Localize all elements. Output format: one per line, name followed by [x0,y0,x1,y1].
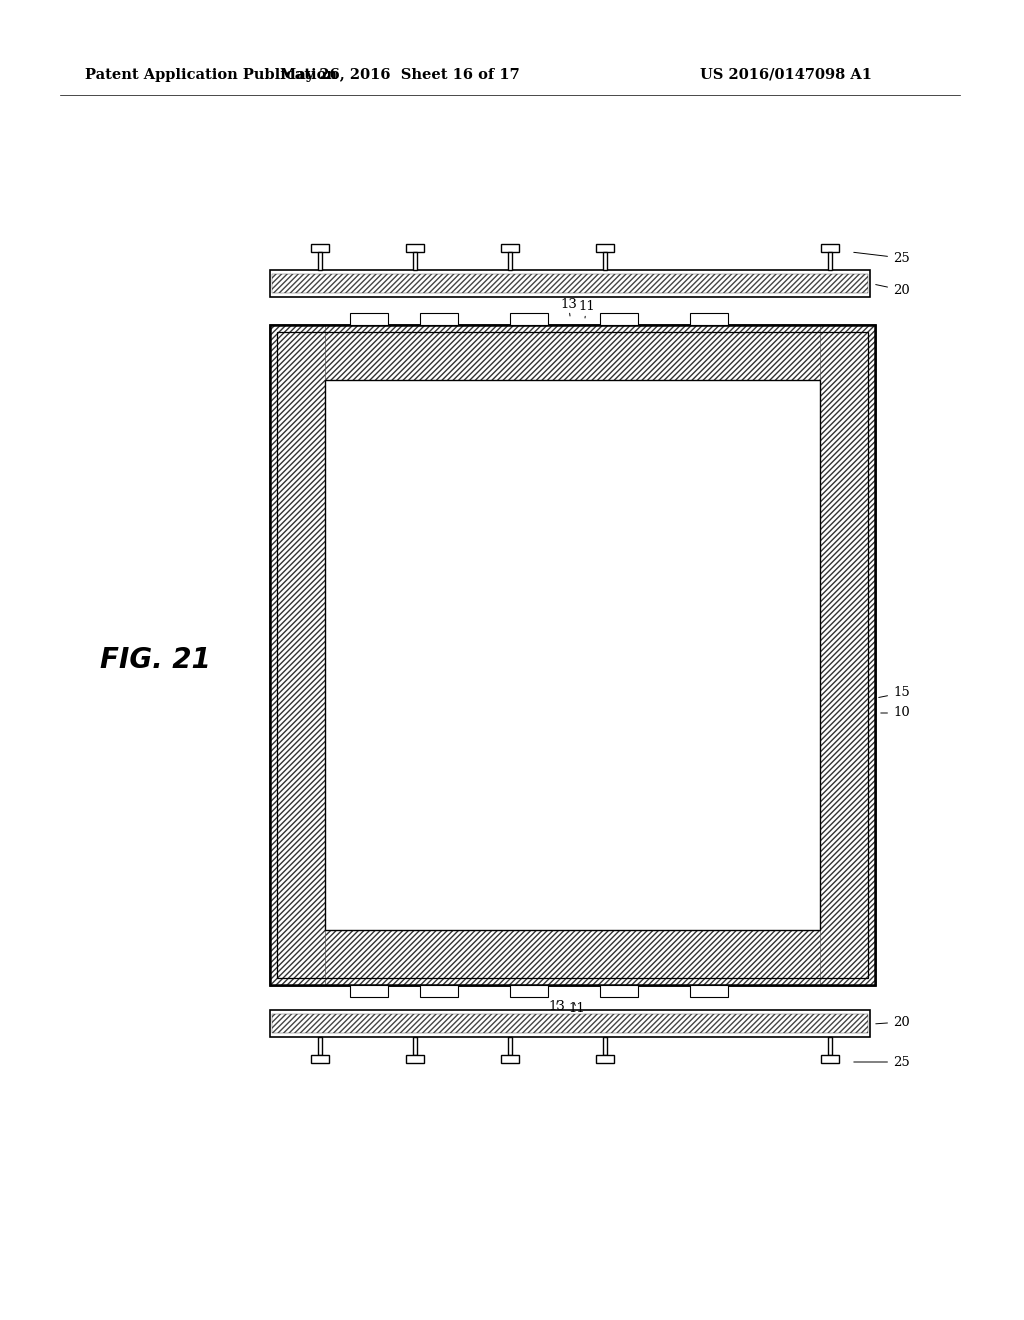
Text: 11: 11 [568,1002,585,1015]
Bar [270,325,325,985]
Bar [413,252,417,271]
Bar [828,252,831,271]
Bar [272,1014,868,1034]
Text: FIG. 21: FIG. 21 [99,645,210,675]
Bar [510,985,548,997]
Text: 25: 25 [854,1056,909,1068]
Text: 20: 20 [876,1015,909,1028]
Text: 13: 13 [548,1001,565,1014]
Bar [270,325,874,380]
Text: 20: 20 [876,284,909,297]
Bar [350,985,388,997]
Bar [508,1038,512,1055]
Bar [600,313,638,325]
Bar [596,1055,614,1063]
Bar [820,325,874,985]
Text: 10: 10 [881,706,909,719]
Bar [690,313,728,325]
Text: 13: 13 [560,297,577,315]
Bar [413,1038,417,1055]
Bar [603,252,607,271]
Bar [420,985,458,997]
Text: May 26, 2016  Sheet 16 of 17: May 26, 2016 Sheet 16 of 17 [281,69,520,82]
Bar [420,313,458,325]
Bar [270,271,870,297]
Text: Patent Application Publication: Patent Application Publication [85,69,337,82]
Bar [596,244,614,252]
Bar [350,313,388,325]
Bar [821,1055,839,1063]
Bar [270,325,874,985]
Bar [603,1038,607,1055]
Text: 15: 15 [879,686,909,700]
Bar [690,985,728,997]
Text: 11: 11 [578,301,595,318]
Text: 25: 25 [854,252,909,264]
Bar [406,244,424,252]
Bar [311,244,329,252]
Bar [406,1055,424,1063]
Text: US 2016/0147098 A1: US 2016/0147098 A1 [700,69,872,82]
Bar [278,333,868,978]
Bar [821,244,839,252]
Bar [318,1038,322,1055]
Bar [501,244,519,252]
Bar [270,325,874,985]
Bar [600,985,638,997]
Bar [325,380,820,931]
Bar [270,1010,870,1038]
Bar [508,252,512,271]
Bar [270,931,874,985]
Bar [311,1055,329,1063]
Bar [828,1038,831,1055]
Bar [272,275,868,293]
Bar [510,313,548,325]
Bar [318,252,322,271]
Bar [501,1055,519,1063]
